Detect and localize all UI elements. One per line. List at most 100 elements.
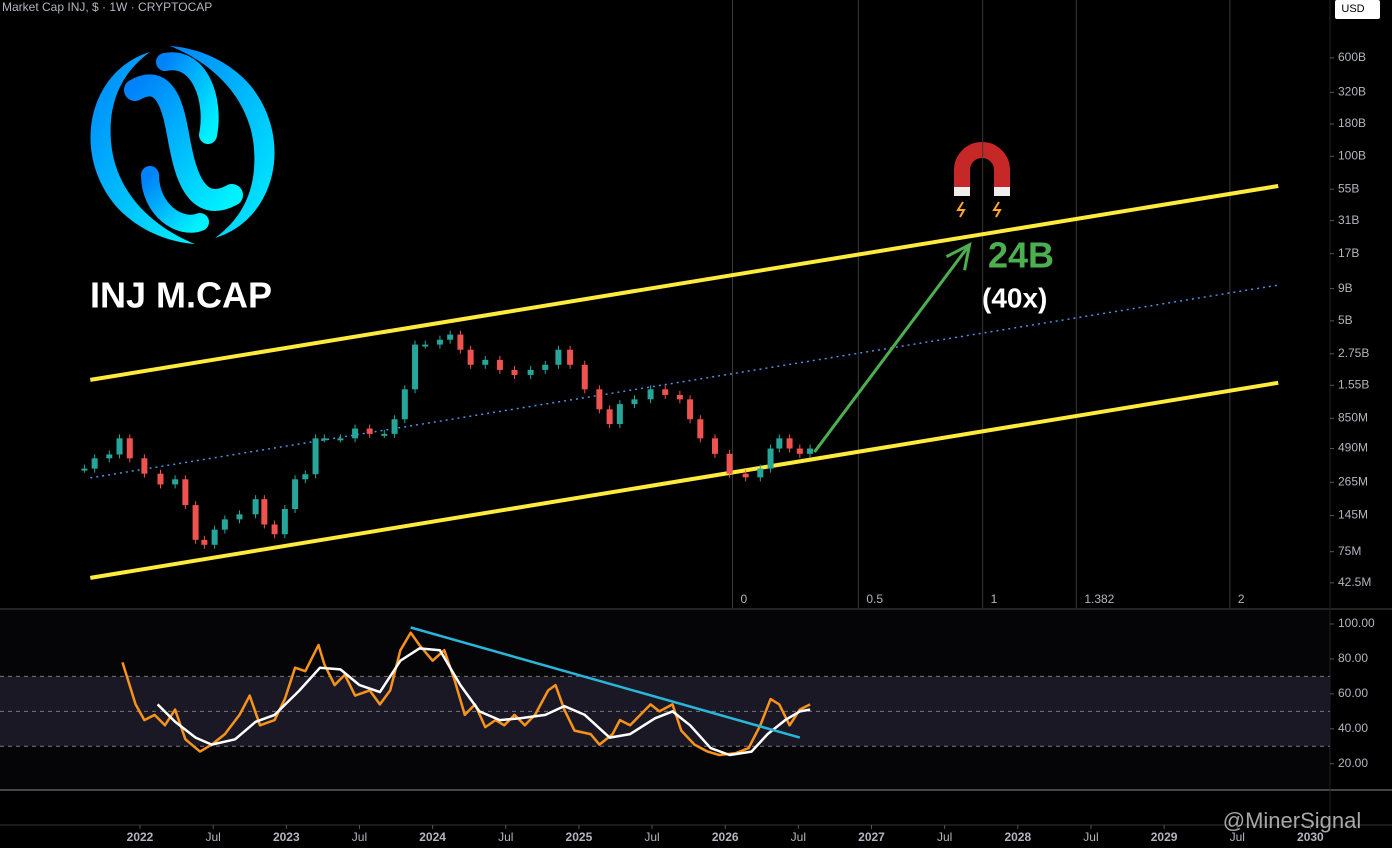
candle [467, 349, 474, 365]
candle [302, 474, 309, 480]
candle [192, 505, 199, 540]
candle [201, 539, 208, 545]
currency-box[interactable] [1335, 0, 1380, 19]
watermark: @MinerSignal [1223, 808, 1362, 833]
multiple-label: (40x) [982, 282, 1047, 313]
candle [81, 468, 88, 471]
candle [447, 334, 454, 340]
x-tick-label: Jul [644, 830, 659, 844]
magnet-icon [954, 142, 1010, 218]
candle [742, 473, 749, 478]
candle [527, 369, 534, 375]
y-tick-label: 75M [1338, 544, 1361, 558]
candle [261, 499, 268, 525]
candle [91, 458, 98, 469]
candle [631, 399, 638, 405]
y-tick-label: 5B [1338, 313, 1353, 327]
x-tick-label: Jul [1230, 830, 1245, 844]
candle [776, 438, 783, 449]
candle [271, 524, 278, 535]
y-tick-label: 100.00 [1338, 616, 1375, 630]
candle [401, 389, 408, 420]
y-tick-label: 1.55B [1338, 377, 1369, 391]
fib-label: 0.5 [866, 592, 883, 606]
x-tick-label: Jul [352, 830, 367, 844]
candle [157, 473, 164, 485]
candle [252, 499, 259, 515]
candle [726, 453, 733, 474]
y-tick-label: 490M [1338, 441, 1368, 455]
candle [697, 419, 704, 439]
candle [757, 468, 764, 478]
candle [172, 479, 179, 485]
y-tick-label: 2.75B [1338, 346, 1369, 360]
candle [662, 389, 669, 395]
header-title: Market Cap INJ, $ · 1W · CRYPTOCAP [2, 0, 212, 14]
y-tick-label: 850M [1338, 410, 1368, 424]
candle [581, 364, 588, 390]
candle [511, 369, 518, 375]
y-tick-label: 55B [1338, 181, 1359, 195]
candle [436, 339, 443, 345]
y-tick-label: 17B [1338, 246, 1359, 260]
candle [391, 419, 398, 434]
currency[interactable]: USD [1341, 3, 1364, 15]
candle [292, 479, 299, 510]
x-tick-label: 2029 [1151, 830, 1178, 844]
target-label: 24B [988, 235, 1054, 276]
y-tick-label: 42.5M [1338, 575, 1371, 589]
candle [596, 389, 603, 410]
y-tick-label: 600B [1338, 50, 1366, 64]
candle [616, 404, 623, 425]
candle [412, 344, 419, 390]
candle [312, 438, 319, 475]
candle [381, 433, 388, 436]
fib-label: 0 [741, 592, 748, 606]
y-tick-label: 320B [1338, 85, 1366, 99]
y-tick-label: 31B [1338, 213, 1359, 227]
candle [711, 438, 718, 454]
candle [221, 519, 228, 530]
x-tick-label: Jul [205, 830, 220, 844]
y-tick-label: 9B [1338, 281, 1353, 295]
chart-title: INJ M.CAP [90, 275, 272, 316]
x-tick-label: Jul [791, 830, 806, 844]
x-tick-label: 2027 [858, 830, 885, 844]
y-tick-label: 145M [1338, 508, 1368, 522]
candle [126, 438, 133, 459]
candle [807, 448, 814, 454]
candle [281, 509, 288, 535]
y-tick-label: 265M [1338, 474, 1368, 488]
candle [337, 438, 344, 441]
channel-line [89, 380, 1279, 580]
x-tick-label: 2026 [712, 830, 739, 844]
candle [482, 359, 489, 365]
candle [647, 389, 654, 400]
candle [496, 359, 503, 370]
candle [542, 364, 549, 370]
y-tick-label: 40.00 [1338, 721, 1368, 735]
x-tick-label: 2025 [566, 830, 593, 844]
y-tick-label: 180B [1338, 116, 1366, 130]
x-tick-label: 2024 [419, 830, 446, 844]
logo [90, 46, 275, 244]
x-tick-label: Jul [937, 830, 952, 844]
rsi-line [121, 631, 811, 757]
fib-label: 1.382 [1084, 592, 1114, 606]
candle [676, 394, 683, 400]
candle [457, 334, 464, 350]
candle [211, 529, 218, 545]
x-tick-label: 2028 [1004, 830, 1031, 844]
candle [422, 344, 429, 347]
x-tick-label: 2023 [273, 830, 300, 844]
candle [786, 438, 793, 449]
candle [182, 479, 189, 506]
fib-label: 2 [1238, 592, 1245, 606]
rsi-line [156, 647, 811, 757]
candle [796, 448, 803, 454]
y-tick-label: 80.00 [1338, 651, 1368, 665]
candle [767, 448, 774, 469]
candle [687, 399, 694, 420]
candle [555, 349, 562, 365]
